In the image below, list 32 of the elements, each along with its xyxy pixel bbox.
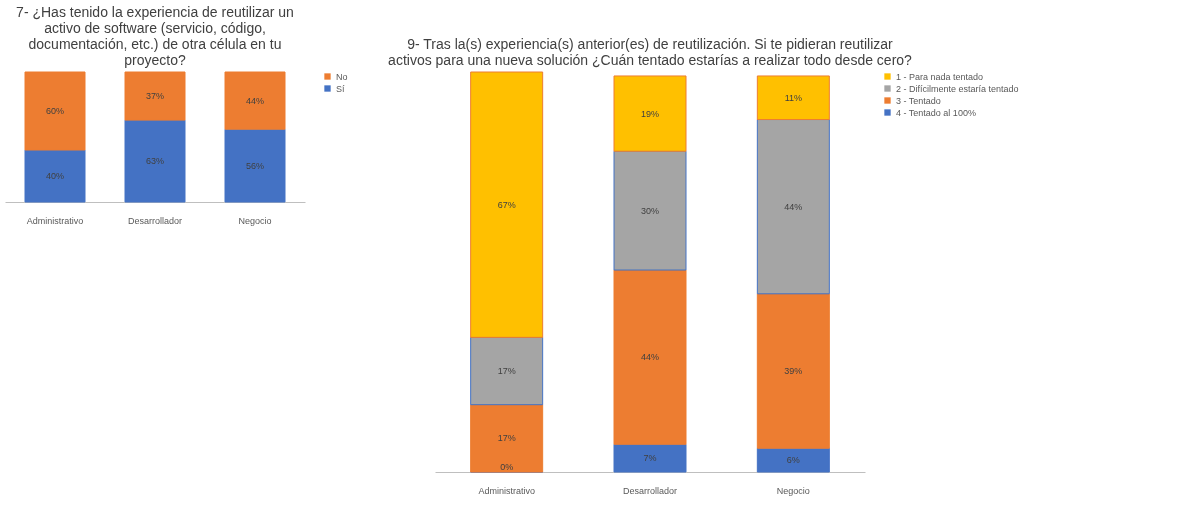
data-label: 60% xyxy=(45,106,65,116)
data-label: 63% xyxy=(145,156,165,167)
x-tick-label: Negocio xyxy=(776,485,810,496)
data-label: 67% xyxy=(497,199,516,210)
data-label: 17% xyxy=(497,366,516,377)
chart-title: 9- Tras la(s) experiencia(s) anterior(es) de reutilización. Si te pidieran reutilizar activos para una nueva solución ¿Cuán tentado estarías a realizar todo desde cero? xyxy=(388,35,913,68)
legend-label: 3 - Tentado xyxy=(896,95,941,106)
data-label: 17% xyxy=(497,433,516,444)
x-tick-label: Negocio xyxy=(238,215,272,226)
data-label: 30% xyxy=(640,205,660,216)
data-label: 44% xyxy=(784,201,803,212)
data-label: 19% xyxy=(640,108,660,119)
x-tick-label: Administrativo xyxy=(478,485,535,496)
data-label: 40% xyxy=(45,171,65,181)
data-label: 7% xyxy=(643,453,657,464)
data-label: 11% xyxy=(784,92,803,103)
legend-label: Sí xyxy=(336,83,345,94)
data-label: 6% xyxy=(786,455,800,466)
data-label: 56% xyxy=(245,160,265,171)
data-label: 0% xyxy=(500,462,514,472)
data-label: 39% xyxy=(784,366,803,377)
x-tick-label: Desarrollador xyxy=(622,485,678,496)
chart-title: 7- ¿Has tenido la experiencia de reutilizar un activo de software (servicio, código, documentación, etc.) de otra célula en tu proyecto? xyxy=(16,3,294,68)
x-tick-label: Administrativo xyxy=(26,215,84,226)
data-label: 44% xyxy=(245,95,265,106)
legend-label: 4 - Tentado al 100% xyxy=(896,107,976,118)
x-tick-label: Desarrollador xyxy=(127,215,183,226)
data-label: 44% xyxy=(640,352,660,363)
data-label: 37% xyxy=(145,91,165,102)
legend-label: 1 - Para nada tentado xyxy=(896,71,984,82)
legend-label: No xyxy=(336,71,348,82)
legend-label: 2 - Difícilmente estaría tentado xyxy=(896,83,1019,94)
